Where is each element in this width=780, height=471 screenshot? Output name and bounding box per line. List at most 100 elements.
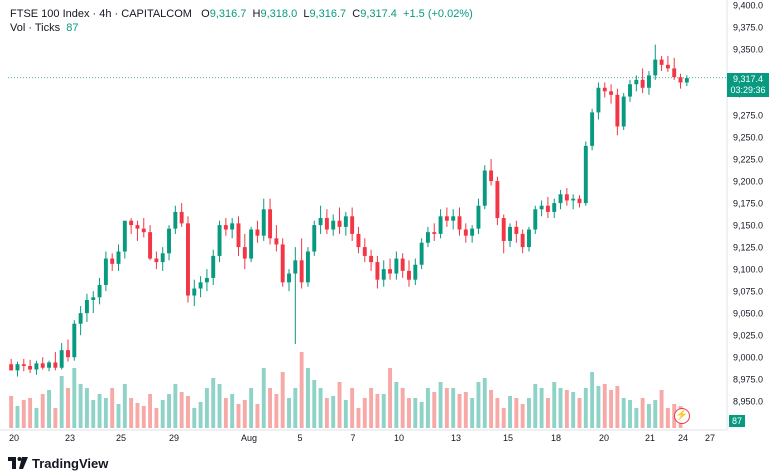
candle bbox=[199, 276, 203, 297]
volume-bar bbox=[451, 388, 455, 428]
candle bbox=[394, 252, 398, 280]
y-tick-label: 9,125.0 bbox=[733, 243, 763, 253]
volume-bar bbox=[205, 388, 209, 428]
volume-bar bbox=[407, 398, 411, 428]
candle-body bbox=[192, 289, 196, 296]
candle bbox=[293, 247, 297, 344]
x-tick-label: 18 bbox=[551, 433, 561, 443]
candle bbox=[388, 259, 392, 280]
candle-body bbox=[420, 243, 424, 265]
brand-name: TradingView bbox=[32, 456, 108, 471]
volume-bar bbox=[72, 368, 76, 428]
candle-body bbox=[91, 297, 95, 300]
volume-bar bbox=[331, 396, 335, 428]
candle bbox=[186, 216, 190, 302]
candle-body bbox=[293, 260, 297, 273]
candle-body bbox=[287, 274, 291, 283]
candle-body bbox=[514, 227, 518, 234]
volume-bar bbox=[394, 382, 398, 428]
candle bbox=[369, 250, 373, 271]
candle-body bbox=[173, 212, 177, 229]
candle-body bbox=[495, 181, 499, 218]
volume-label[interactable]: Vol · Ticks bbox=[10, 22, 60, 34]
volume-bar bbox=[98, 394, 102, 428]
candle-body bbox=[331, 221, 335, 230]
volume-bar bbox=[306, 368, 310, 428]
lightning-icon[interactable]: ⚡ bbox=[674, 408, 690, 424]
x-tick-label: 27 bbox=[705, 433, 715, 443]
tradingview-logo-icon bbox=[8, 457, 28, 469]
volume-bar bbox=[268, 388, 272, 428]
volume-bar bbox=[300, 352, 304, 428]
candle bbox=[489, 159, 493, 185]
candle bbox=[521, 230, 525, 254]
volume-legend: Vol · Ticks 87 bbox=[10, 22, 79, 34]
candle-body bbox=[281, 244, 285, 282]
volume-bar bbox=[154, 408, 158, 428]
x-tick-label: 10 bbox=[394, 433, 404, 443]
candle-body bbox=[685, 78, 689, 82]
candle-body bbox=[382, 269, 386, 280]
volume-bar bbox=[218, 384, 222, 428]
candle bbox=[578, 195, 582, 207]
candle bbox=[319, 206, 323, 234]
volume-bar bbox=[180, 392, 184, 428]
candle-body bbox=[350, 216, 354, 234]
volume-bar bbox=[565, 390, 569, 428]
volume-bar bbox=[319, 388, 323, 428]
candle bbox=[85, 294, 89, 322]
x-tick-label: 20 bbox=[9, 433, 19, 443]
y-tick-label: 9,350.0 bbox=[733, 45, 763, 55]
candle-body bbox=[502, 218, 506, 241]
candle bbox=[224, 218, 228, 236]
candle bbox=[47, 361, 51, 372]
candle bbox=[357, 227, 361, 253]
volume-bar bbox=[622, 398, 626, 428]
volume-bar bbox=[603, 384, 607, 428]
x-tick-label: 20 bbox=[599, 433, 609, 443]
volume-bar bbox=[173, 384, 177, 428]
candle-body bbox=[123, 221, 127, 252]
candle-body bbox=[47, 362, 51, 367]
volume-bar bbox=[590, 372, 594, 428]
time-axis[interactable]: 20 23 25 29 Aug 5 7 10 13 15 18 20 21 24 27 bbox=[0, 430, 727, 443]
candle-body bbox=[451, 216, 455, 220]
volume-bar bbox=[142, 406, 146, 428]
volume-bar bbox=[458, 394, 462, 428]
candle-body bbox=[211, 256, 215, 278]
volume-bar bbox=[533, 384, 537, 428]
candle bbox=[401, 253, 405, 278]
candle bbox=[559, 190, 563, 209]
volume-bar bbox=[192, 408, 196, 428]
volume-bar bbox=[369, 388, 373, 428]
y-tick-label: 8,975.0 bbox=[733, 375, 763, 385]
volume-bar bbox=[66, 388, 70, 428]
candle-body bbox=[590, 112, 594, 145]
volume-bar bbox=[628, 400, 632, 428]
candle-body bbox=[521, 234, 525, 247]
candle bbox=[281, 238, 285, 286]
candle-body bbox=[79, 313, 83, 324]
x-tick-label: 25 bbox=[116, 433, 126, 443]
symbol-label[interactable]: FTSE 100 Index · 4h · CAPITALCOM bbox=[10, 8, 192, 20]
volume-bar bbox=[615, 386, 619, 428]
candle-body bbox=[647, 75, 651, 87]
candle-body bbox=[344, 216, 348, 227]
y-tick-label: 9,375.0 bbox=[733, 23, 763, 33]
candle bbox=[135, 221, 139, 241]
candle bbox=[338, 208, 342, 234]
volume-bar bbox=[186, 396, 190, 428]
ohlc-legend: FTSE 100 Index · 4h · CAPITALCOM O9,316.… bbox=[10, 8, 473, 20]
candle bbox=[508, 223, 512, 247]
brand[interactable]: TradingView bbox=[8, 456, 108, 471]
candle-body bbox=[641, 80, 645, 88]
volume-bar bbox=[211, 378, 215, 428]
volume-bar bbox=[123, 384, 127, 428]
candle bbox=[596, 82, 600, 119]
candle bbox=[685, 75, 689, 86]
price-axis[interactable]: 9,400.09,375.09,350.09,300.09,275.09,250… bbox=[727, 0, 763, 430]
y-tick-label: 9,275.0 bbox=[733, 111, 763, 121]
candle bbox=[154, 252, 158, 270]
candle bbox=[110, 253, 114, 271]
